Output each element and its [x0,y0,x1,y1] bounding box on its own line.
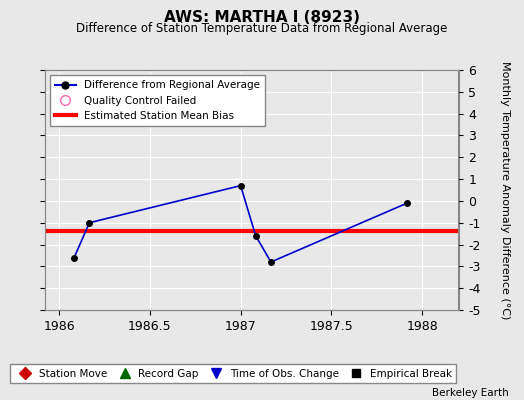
Text: Difference of Station Temperature Data from Regional Average: Difference of Station Temperature Data f… [77,22,447,35]
Text: AWS: MARTHA I (8923): AWS: MARTHA I (8923) [164,10,360,25]
Legend: Station Move, Record Gap, Time of Obs. Change, Empirical Break: Station Move, Record Gap, Time of Obs. C… [10,364,456,383]
Legend: Difference from Regional Average, Quality Control Failed, Estimated Station Mean: Difference from Regional Average, Qualit… [50,75,265,126]
Y-axis label: Monthly Temperature Anomaly Difference (°C): Monthly Temperature Anomaly Difference (… [500,61,510,319]
Text: Berkeley Earth: Berkeley Earth [432,388,508,398]
